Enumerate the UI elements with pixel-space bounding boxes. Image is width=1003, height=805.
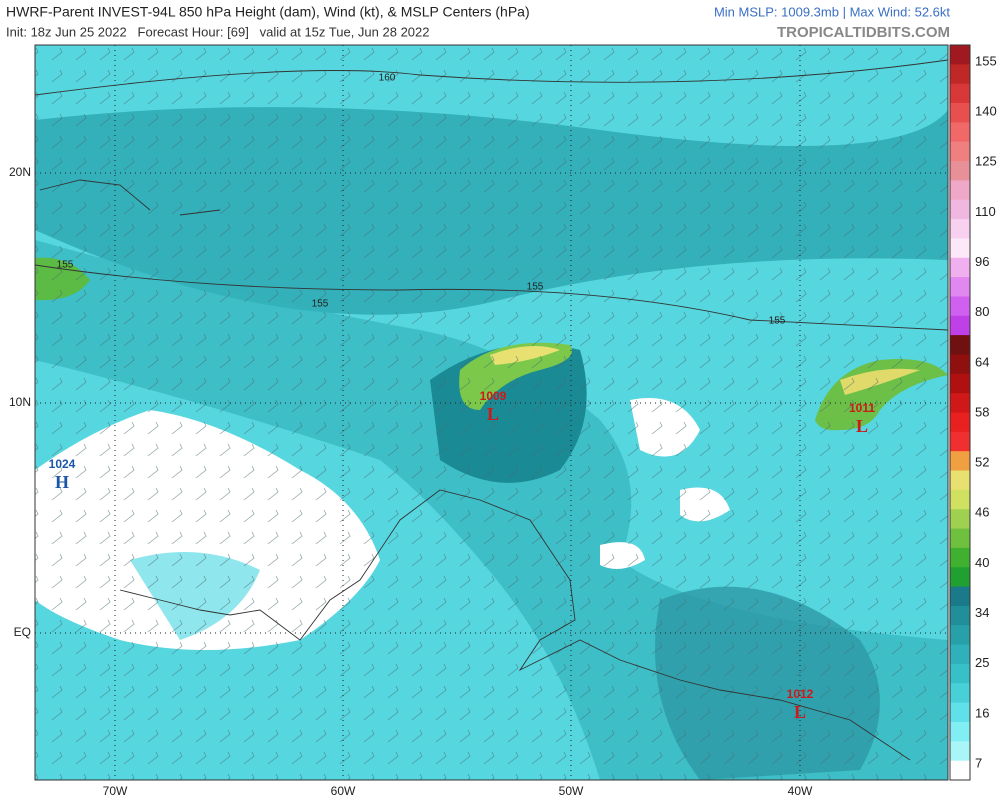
graticule — [35, 45, 948, 780]
colorbar-segment — [950, 45, 970, 65]
title: HWRF-Parent INVEST-94L 850 hPa Height (d… — [6, 4, 530, 20]
colorbar-segment — [950, 528, 970, 549]
pressure-symbol: L — [856, 416, 868, 436]
pressure-symbol: L — [794, 702, 806, 722]
colorbar-segment — [950, 470, 970, 491]
colorbar-label: 80 — [975, 304, 989, 319]
contour — [35, 264, 948, 331]
colorbar-segment — [950, 721, 970, 742]
pressure-symbol: L — [487, 404, 499, 424]
pressure-value: 1009 — [480, 389, 507, 403]
colorbar-segment — [950, 64, 970, 85]
colorbar-segment — [950, 161, 970, 181]
colorbar-segment — [950, 83, 970, 104]
colorbar-label: 34 — [975, 605, 989, 620]
colorbar-segment — [950, 451, 970, 472]
colorbar-segment — [950, 180, 970, 201]
contour-label: 155 — [312, 299, 329, 310]
colorbar-segment — [950, 412, 970, 433]
colorbar-segment — [950, 644, 970, 665]
colorbar-segment — [950, 431, 970, 452]
colorbar-segment — [950, 354, 970, 375]
map — [35, 45, 948, 780]
pressure-value: 1012 — [787, 687, 814, 701]
colorbar-segment — [950, 760, 970, 781]
colorbar-label: 40 — [975, 555, 989, 570]
lat-label: EQ — [14, 625, 31, 639]
colorbar-segment — [950, 586, 970, 607]
colorbar-segment — [950, 141, 970, 162]
colorbar-segment — [950, 663, 970, 684]
colorbar-segment — [950, 605, 970, 626]
colorbar-label: 155 — [975, 53, 997, 68]
lon-label: 50W — [559, 784, 584, 798]
pressure-value: 1024 — [49, 457, 76, 471]
colorbar-label: 7 — [975, 755, 982, 770]
colorbar-label: 58 — [975, 404, 989, 419]
colorbar: 155 140 125 110 96 80 64 58 52 46 40 34 25 16 7 — [949, 44, 997, 781]
colorbar-label: 16 — [975, 705, 989, 720]
lat-label: 20N — [9, 165, 31, 179]
colorbar-label: 46 — [975, 505, 989, 520]
contour — [35, 59, 948, 96]
colorbar-segment — [950, 567, 970, 588]
contour-label: 155 — [57, 260, 74, 271]
colorbar-segment — [950, 199, 970, 220]
colorbar-label: 25 — [975, 655, 989, 670]
colorbar-segment — [950, 702, 970, 723]
colorbar-segment — [950, 103, 970, 123]
colorbar-label: 64 — [975, 354, 989, 369]
colorbar-label: 52 — [975, 455, 989, 470]
colorbar-segment — [950, 296, 970, 317]
map-frame — [34, 44, 949, 781]
colorbar-segment — [950, 741, 970, 762]
colorbar-segment — [950, 257, 970, 278]
contour-label: 155 — [769, 316, 786, 327]
lon-label: 40W — [788, 784, 813, 798]
colorbar-segment — [950, 547, 970, 568]
colorbar-segment — [950, 393, 970, 413]
colorbar-segment — [950, 509, 970, 530]
colorbar-segment — [950, 489, 970, 510]
contour-label: 155 — [527, 282, 544, 293]
contour-label: 160 — [379, 73, 396, 84]
colorbar-label: 96 — [975, 254, 989, 269]
coastline — [39, 179, 221, 216]
colorbar-segment — [950, 683, 970, 704]
lon-label: 70W — [103, 784, 128, 798]
init-line: Init: 18z Jun 25 2022 Forecast Hour: [69… — [6, 24, 429, 39]
colorbar-segment — [950, 373, 970, 394]
lon-label: 60W — [331, 784, 356, 798]
colorbar-segment — [950, 122, 970, 143]
colorbar-segment — [950, 315, 970, 336]
pressure-value: 1011 — [849, 401, 875, 415]
coastline — [119, 489, 911, 761]
colorbar-frame — [949, 44, 971, 781]
colorbar-label: 110 — [975, 204, 996, 219]
colorbar-segment — [950, 219, 970, 239]
colorbar-label: 125 — [975, 154, 997, 169]
pressure-symbol: H — [55, 472, 69, 492]
colorbar-label: 140 — [975, 104, 997, 119]
stats: Min MSLP: 1009.3mb | Max Wind: 52.6kt — [714, 4, 950, 19]
colorbar-segment — [950, 625, 970, 646]
colorbar-segment — [950, 277, 970, 297]
wind-barbs — [35, 45, 948, 780]
colorbar-segment — [950, 335, 970, 355]
colorbar-segment — [950, 238, 970, 259]
credit: TROPICALTIDBITS.COM — [777, 24, 950, 41]
lat-label: 10N — [9, 395, 31, 409]
